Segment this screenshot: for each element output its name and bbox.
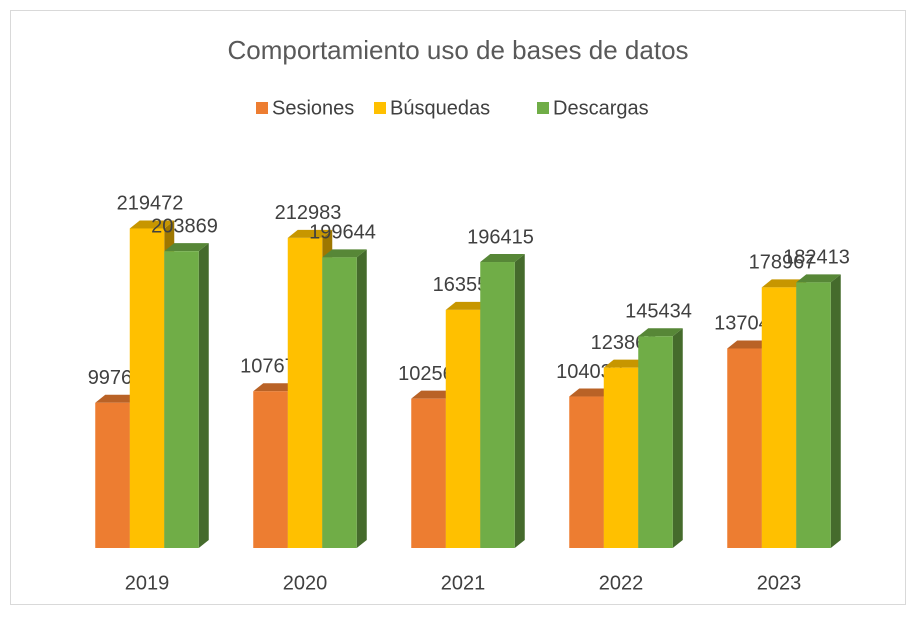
bar-side xyxy=(198,243,209,548)
data-label: 145434 xyxy=(625,301,692,323)
bar-top xyxy=(603,359,649,368)
bar-front xyxy=(761,287,797,548)
bar-front xyxy=(253,391,288,548)
bar-top xyxy=(569,388,614,397)
bar-top xyxy=(796,274,841,283)
bar-front xyxy=(287,237,323,548)
bar-side xyxy=(356,249,367,548)
bar xyxy=(796,274,841,548)
bar xyxy=(480,254,525,548)
bar xyxy=(322,249,367,548)
legend-swatch xyxy=(374,102,386,114)
bar xyxy=(164,243,209,548)
data-label: 219472 xyxy=(117,193,184,215)
legend-swatch xyxy=(537,102,549,114)
bar-top xyxy=(253,383,298,392)
bar xyxy=(761,279,807,548)
bar xyxy=(638,328,683,548)
legend-label: Descargas xyxy=(553,97,649,119)
data-label: 178967 xyxy=(749,252,816,274)
bar-front xyxy=(727,348,762,548)
x-tick-label: 2021 xyxy=(441,572,486,594)
bar-front xyxy=(796,282,831,548)
bar-top xyxy=(480,254,525,263)
bar-side xyxy=(672,328,683,548)
bar-top xyxy=(445,301,491,310)
bar-top xyxy=(95,394,140,403)
bar-front xyxy=(129,228,165,548)
x-tick-label: 2022 xyxy=(599,572,644,594)
legend-label: Sesiones xyxy=(272,97,354,119)
bar-front xyxy=(164,251,199,548)
bar-top xyxy=(129,220,175,229)
bar-front xyxy=(569,396,604,548)
bar-top xyxy=(761,279,807,288)
legend-label: Búsquedas xyxy=(390,97,490,119)
data-label: 182413 xyxy=(783,247,850,269)
bar-front xyxy=(638,336,673,548)
data-label: 196415 xyxy=(467,226,534,248)
bar-front xyxy=(95,402,130,548)
x-tick-label: 2023 xyxy=(757,572,802,594)
x-tick-label: 2019 xyxy=(125,572,170,594)
bar-top xyxy=(164,243,209,252)
bar-top xyxy=(411,390,456,399)
bar-top xyxy=(638,328,683,337)
bar-side xyxy=(830,274,841,548)
legend-swatch xyxy=(256,102,268,114)
bar-front xyxy=(445,309,481,548)
bar-top xyxy=(287,229,333,238)
data-label: 212983 xyxy=(275,202,342,224)
x-tick-label: 2020 xyxy=(283,572,328,594)
bar-front xyxy=(322,257,357,548)
bar-front xyxy=(603,367,639,548)
data-label: 199644 xyxy=(309,222,376,244)
data-label: 99761 xyxy=(88,367,144,389)
chart-title: Comportamiento uso de bases de datos xyxy=(227,35,688,65)
bar-front xyxy=(411,398,446,548)
bar-top xyxy=(727,340,772,349)
bar-top xyxy=(322,249,367,258)
bar-front xyxy=(480,262,515,548)
data-label: 203869 xyxy=(151,215,218,237)
bar-side xyxy=(514,254,525,548)
